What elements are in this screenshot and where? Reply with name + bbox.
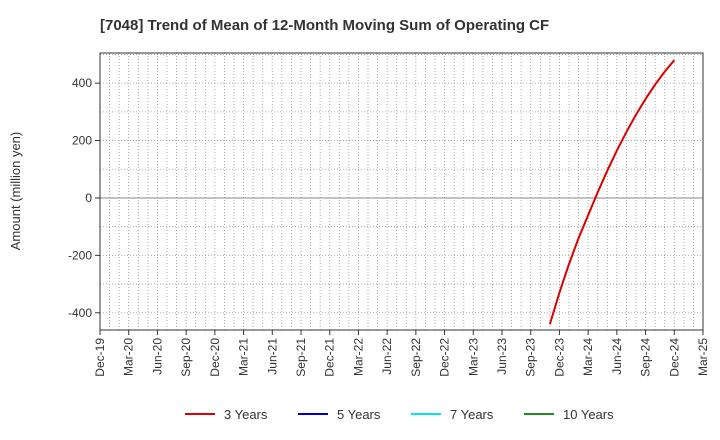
x-tick-label: Dec-23 (552, 338, 566, 377)
legend-label: 5 Years (337, 407, 381, 422)
x-tick-label: Jun-23 (495, 338, 509, 375)
x-tick-label: Dec-20 (208, 338, 222, 377)
x-axis: Dec-19 Mar-20 Jun-20 Sep-20 Dec-20 Mar-21 Jun-… (93, 330, 710, 377)
x-tick-label: Dec-24 (667, 338, 681, 377)
x-tick-label: Sep-23 (524, 338, 538, 377)
plot-frame (99, 52, 704, 331)
y-axis-label: Amount (million yen) (8, 132, 23, 251)
x-tick-label: Mar-25 (696, 338, 710, 376)
x-tick-label: Dec-19 (93, 338, 107, 377)
legend: 3 Years 5 Years 7 Years 10 Years (185, 407, 614, 422)
x-tick-label: Dec-22 (438, 338, 452, 377)
x-tick-label: Mar-22 (351, 338, 365, 376)
y-tick-label: 400 (72, 76, 92, 90)
legend-label: 7 Years (450, 407, 494, 422)
y-tick-label: 0 (85, 191, 92, 205)
x-tick-label: Mar-20 (122, 338, 136, 376)
chart-title: [7048] Trend of Mean of 12-Month Moving … (100, 17, 549, 34)
legend-label: 3 Years (224, 407, 268, 422)
series-layer (548, 59, 676, 325)
grid (100, 53, 703, 330)
x-tick-label: Mar-24 (581, 338, 595, 376)
x-tick-label: Sep-20 (179, 338, 193, 377)
x-tick-label: Sep-22 (409, 338, 423, 377)
y-axis: -400 -200 0 200 400 (68, 76, 100, 320)
x-tick-label: Mar-21 (237, 338, 251, 376)
x-tick-label: Dec-21 (323, 338, 337, 377)
series-line-3-years (548, 59, 676, 325)
x-tick-label: Jun-20 (150, 338, 164, 375)
y-tick-label: -400 (68, 306, 92, 320)
legend-label: 10 Years (563, 407, 614, 422)
x-tick-label: Jun-22 (380, 338, 394, 375)
y-tick-label: -200 (68, 248, 92, 262)
x-tick-label: Jun-21 (265, 338, 279, 375)
y-tick-label: 200 (72, 134, 92, 148)
x-tick-label: Sep-21 (294, 338, 308, 377)
x-tick-label: Sep-24 (639, 338, 653, 377)
x-tick-label: Jun-24 (610, 338, 624, 375)
x-tick-label: Mar-23 (466, 338, 480, 376)
